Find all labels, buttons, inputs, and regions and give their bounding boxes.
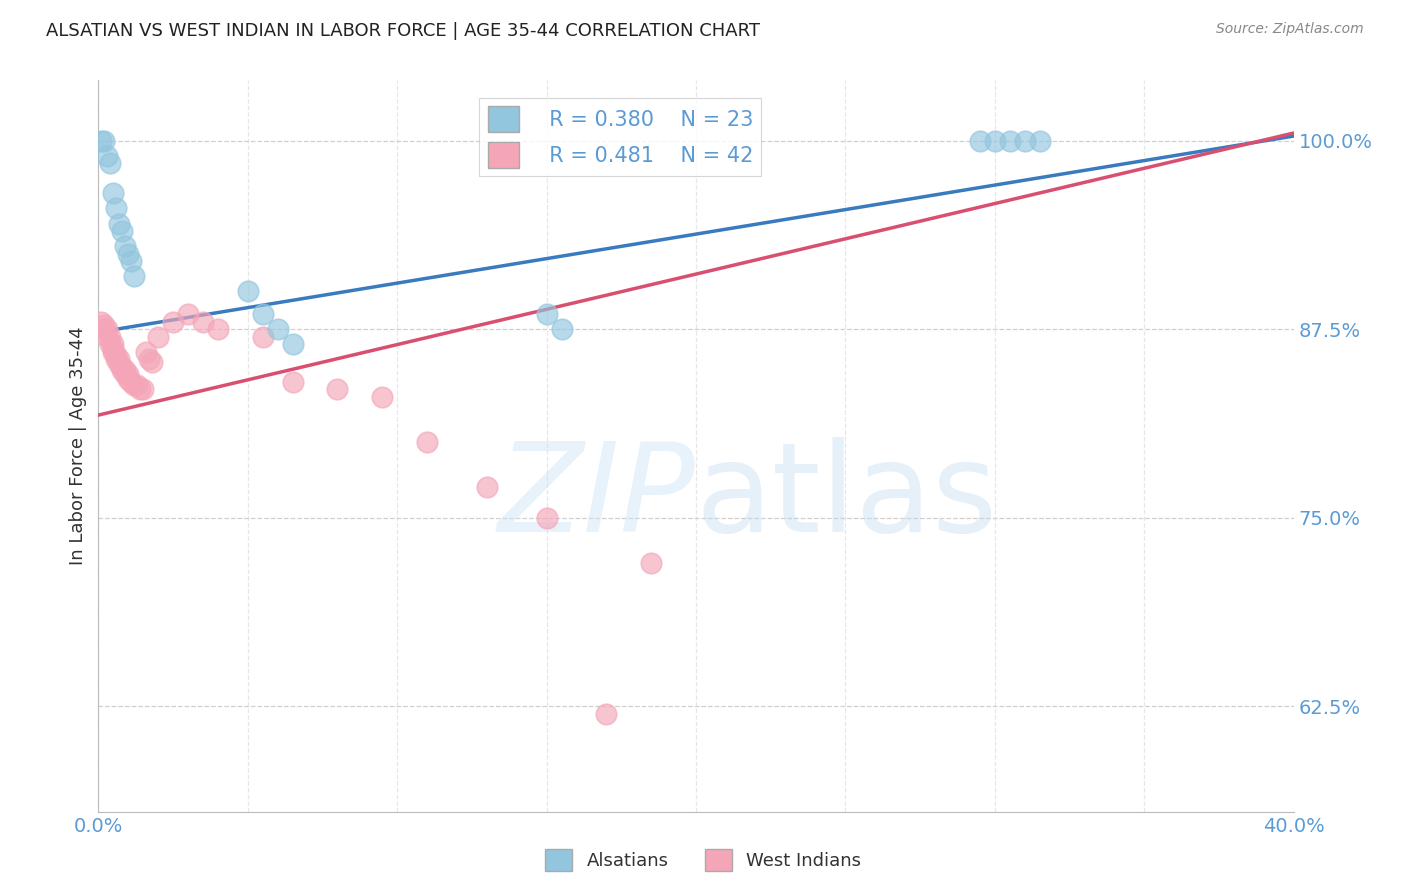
Point <box>120 375 142 389</box>
Legend: Alsatians, West Indians: Alsatians, West Indians <box>537 842 869 879</box>
Point <box>108 357 131 371</box>
Point <box>326 383 349 397</box>
Text: Source: ZipAtlas.com: Source: ZipAtlas.com <box>1216 22 1364 37</box>
Point <box>252 307 274 321</box>
Point <box>93 318 115 332</box>
Point <box>111 224 134 238</box>
Point <box>117 246 139 260</box>
Point <box>969 134 991 148</box>
Legend:   R = 0.380    N = 23,   R = 0.481    N = 42: R = 0.380 N = 23, R = 0.481 N = 42 <box>479 98 761 176</box>
Point <box>96 329 118 343</box>
Point <box>93 134 115 148</box>
Point <box>124 378 146 392</box>
Point <box>984 134 1007 148</box>
Point <box>114 363 136 377</box>
Point <box>148 329 170 343</box>
Point <box>103 342 125 356</box>
Point <box>1028 134 1050 148</box>
Point <box>475 480 498 494</box>
Point <box>108 352 131 367</box>
Point <box>117 368 139 382</box>
Point <box>371 390 394 404</box>
Point <box>132 383 155 397</box>
Point <box>111 359 134 374</box>
Point <box>127 378 149 392</box>
Point <box>162 315 184 329</box>
Point <box>105 352 128 367</box>
Point <box>103 344 125 359</box>
Point <box>98 156 122 170</box>
Point <box>96 149 118 163</box>
Point <box>1014 134 1036 148</box>
Point <box>236 285 259 299</box>
Point <box>105 202 128 216</box>
Y-axis label: In Labor Force | Age 35-44: In Labor Force | Age 35-44 <box>69 326 87 566</box>
Point <box>536 307 558 321</box>
Point <box>640 556 662 570</box>
Point <box>550 322 572 336</box>
Point <box>138 352 160 367</box>
Point <box>191 315 214 329</box>
Point <box>129 383 152 397</box>
Point <box>117 372 139 386</box>
Point <box>90 134 112 148</box>
Text: ALSATIAN VS WEST INDIAN IN LABOR FORCE | AGE 35-44 CORRELATION CHART: ALSATIAN VS WEST INDIAN IN LABOR FORCE |… <box>46 22 761 40</box>
Point <box>120 254 142 268</box>
Point <box>124 269 146 284</box>
Point <box>103 337 125 351</box>
Point <box>96 322 118 336</box>
Point <box>98 329 122 343</box>
Point <box>114 368 136 382</box>
Point <box>416 435 439 450</box>
Point <box>267 322 290 336</box>
Text: ZIP: ZIP <box>498 437 696 558</box>
Point <box>536 510 558 524</box>
Point <box>93 322 115 336</box>
Point <box>90 315 112 329</box>
Point <box>114 239 136 253</box>
Point <box>177 307 200 321</box>
Point <box>98 337 122 351</box>
Point <box>595 706 617 721</box>
Point <box>141 355 163 369</box>
Point <box>135 344 157 359</box>
Point <box>281 337 304 351</box>
Point <box>105 348 128 362</box>
Point <box>207 322 229 336</box>
Point <box>281 375 304 389</box>
Text: atlas: atlas <box>696 437 998 558</box>
Point <box>111 363 134 377</box>
Point <box>108 217 131 231</box>
Point <box>103 186 125 201</box>
Point <box>252 329 274 343</box>
Point <box>998 134 1021 148</box>
